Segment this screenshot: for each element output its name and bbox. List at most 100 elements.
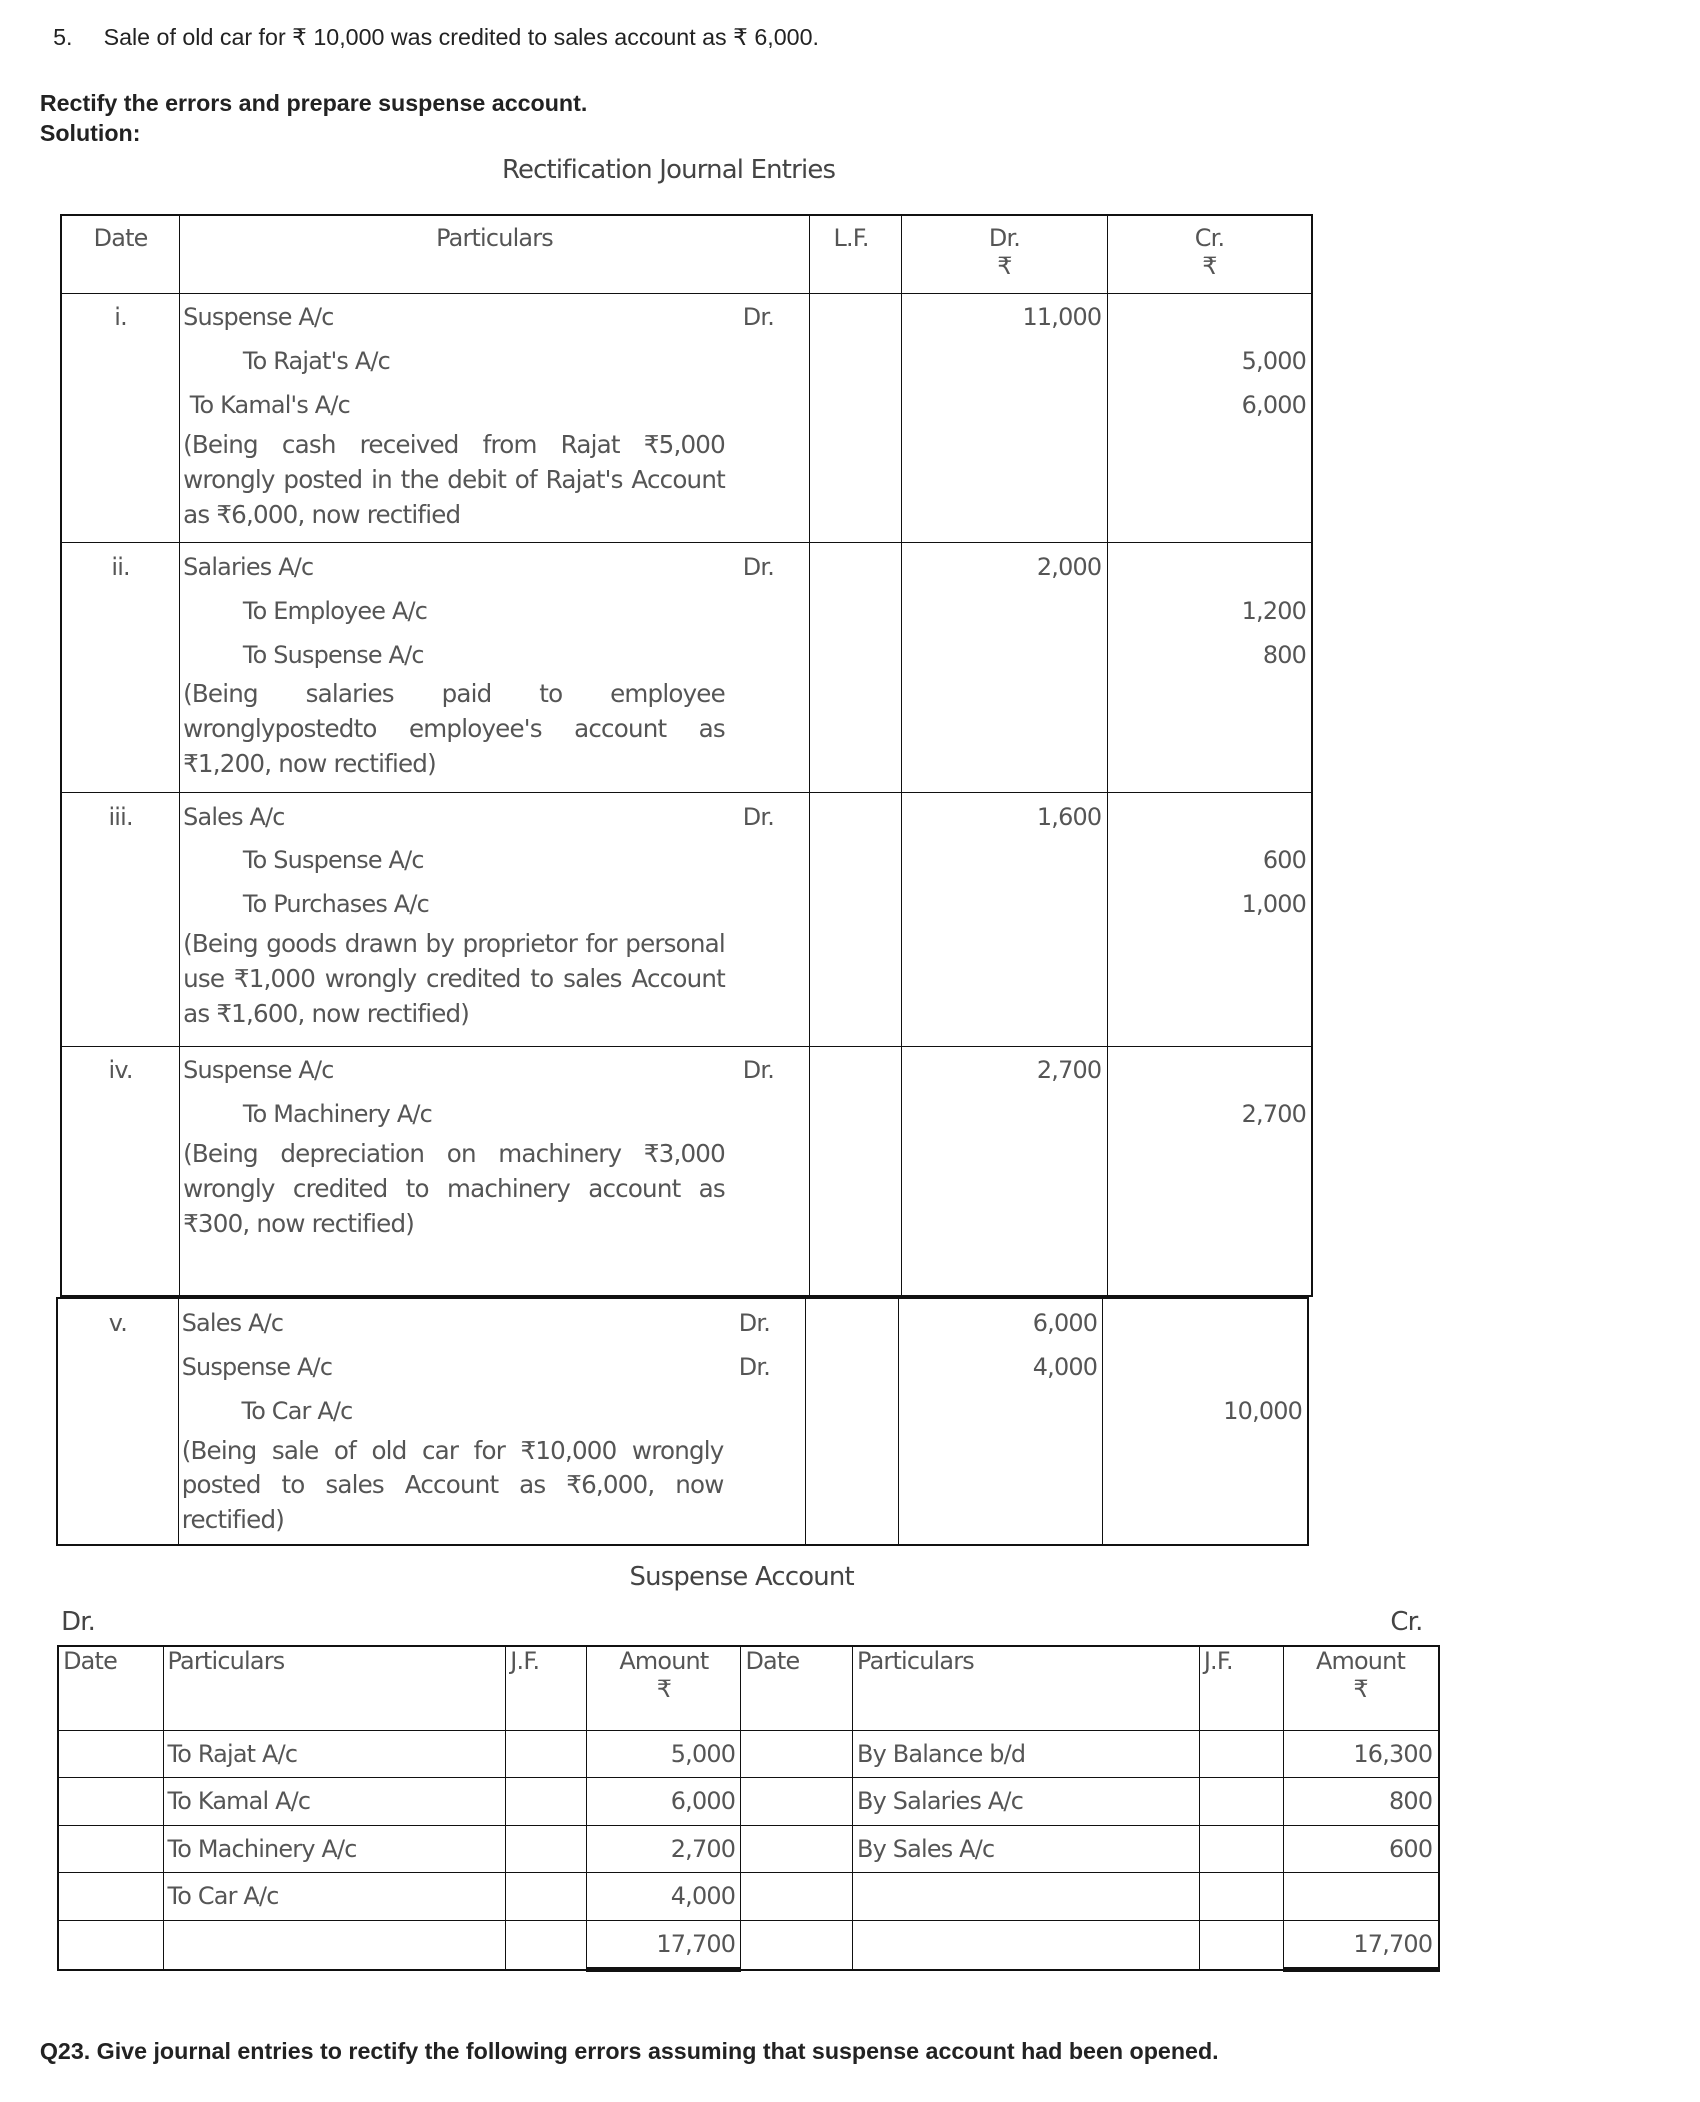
cr-date-cell (740, 1872, 854, 1921)
cr-date-cell (740, 1824, 854, 1874)
entry-number: v. (108, 1309, 128, 1338)
entry-number-cell: iii. (60, 791, 181, 1047)
dr-amount (902, 883, 1106, 927)
account-name: To Purchases A/c (242, 890, 430, 919)
dr-marker: Dr. (742, 303, 775, 332)
header-dr-amount: Amount ₹ (586, 1645, 742, 1731)
entry-number: i. (114, 303, 127, 332)
suspense-table: Date Particulars J.F. Amount ₹ Date Parti… (57, 1645, 1440, 1973)
suspense-total-row: 17,700 17,700 (57, 1919, 1440, 1973)
dr-marker: Dr. (738, 1309, 771, 1338)
cr-amount (1108, 796, 1312, 840)
dr-total: 17,700 (586, 1919, 742, 1973)
header-dr-label: Dr. (988, 223, 1021, 252)
cr-amount (1108, 296, 1312, 340)
dr-amount: 2,700 (586, 1824, 742, 1874)
cr-amount (1103, 1346, 1307, 1390)
entry-particulars-cell: Salaries A/c Dr. To Employee A/c To Suspens… (179, 542, 810, 793)
cr-amount: 6,000 (1241, 390, 1307, 419)
dr-amount (902, 634, 1106, 678)
account-name: Sales A/c (181, 1309, 284, 1338)
suspense-cr-label: Cr. (1390, 1606, 1423, 1637)
entry-number-cell: i. (60, 292, 181, 544)
entry-lf-cell (804, 1297, 900, 1546)
cr-amount: 800 (1262, 640, 1307, 669)
cr-date-cell (740, 1777, 854, 1826)
narration: (Being depreciation on machinery ₹3,000 … (183, 1138, 726, 1238)
header-cr-currency: ₹ (1202, 251, 1217, 280)
header-dr-particulars: Particulars (162, 1645, 507, 1731)
particulars-line: To Kamal's A/c (180, 384, 808, 428)
dr-amount (902, 1093, 1106, 1137)
account-name: Suspense A/c (183, 1056, 334, 1085)
dr-date-cell (57, 1824, 164, 1874)
dr-amount: 5,000 (586, 1729, 742, 1779)
dr-amount (899, 1390, 1102, 1434)
cr-amount (1108, 546, 1312, 590)
journal-entry-row: iv. Suspense A/c Dr. To Machinery A/c (Being… (60, 1045, 1313, 1297)
entry-particulars-cell: Suspense A/c Dr. To Rajat's A/c To Kamal's … (179, 292, 810, 544)
account-name: Suspense A/c (183, 303, 334, 332)
dr-amount (902, 384, 1106, 428)
question-item-text: Sale of old car for ₹ 10,000 was credite… (103, 23, 819, 50)
next-question: Q23. Give journal entries to rectify the… (39, 2038, 1219, 2065)
entry-dr-cell: 1,600 (901, 791, 1108, 1047)
header-dr-date: Date (57, 1645, 164, 1731)
account-name: To Rajat's A/c (242, 347, 391, 376)
particulars-line: Suspense A/c Dr. (180, 1049, 808, 1093)
suspense-title: Suspense Account (629, 1561, 854, 1592)
suspense-row: To Machinery A/c 2,700 By Sales A/c 600 (57, 1824, 1440, 1874)
journal-header-row: Date Particulars L.F. Dr. ₹ Cr. ₹ (60, 214, 1313, 294)
account-name: To Kamal's A/c (189, 390, 351, 419)
account-name: To Machinery A/c (242, 1100, 433, 1129)
dr-jf-cell (505, 1872, 588, 1921)
cr-particulars: By Sales A/c (852, 1824, 1200, 1874)
particulars-line: To Suspense A/c (180, 634, 808, 678)
header-cr-jf: J.F. (1198, 1645, 1284, 1731)
cr-amount: 600 (1282, 1824, 1440, 1874)
dr-amount (902, 839, 1106, 883)
entry-number-cell: ii. (60, 542, 181, 793)
cr-amount (1108, 1049, 1312, 1093)
header-particulars: Particulars (179, 214, 810, 294)
dr-particulars: To Rajat A/c (162, 1729, 507, 1779)
dr-amount: 6,000 (586, 1777, 742, 1826)
instruction: Rectify the errors and prepare suspense … (39, 90, 588, 117)
cr-particulars (852, 1872, 1200, 1921)
entry-dr-cell: 2,000 (901, 542, 1108, 793)
solution-label: Solution: (39, 119, 141, 146)
dr-date-cell (57, 1777, 164, 1826)
entry-lf-cell (808, 791, 903, 1047)
header-cr-particulars: Particulars (852, 1645, 1200, 1731)
entry-lf-cell (808, 1045, 903, 1297)
cr-date-cell (740, 1919, 854, 1971)
particulars-line: Sales A/c Dr. (180, 796, 808, 840)
narration: (Being cash received from Rajat ₹5,000 w… (183, 429, 726, 529)
cr-amount: 5,000 (1241, 347, 1307, 376)
particulars-line: Salaries A/c Dr. (180, 546, 808, 590)
cr-particulars-cell (852, 1919, 1200, 1971)
header-dr: Dr. ₹ (901, 214, 1108, 294)
particulars-line: Suspense A/c Dr. (180, 296, 808, 340)
dr-particulars: To Machinery A/c (162, 1824, 507, 1874)
account-name: To Suspense A/c (242, 846, 425, 875)
dr-amount: 2,700 (1036, 1056, 1102, 1085)
entry-cr-cell: 600 1,000 (1106, 791, 1313, 1047)
dr-amount (902, 340, 1106, 384)
narration: (Being salaries paid to employee wrongly… (183, 679, 726, 779)
journal-table-continued: v. Sales A/c Dr. Suspense A/c Dr. To Car A/c (… (55, 1297, 1310, 1547)
dr-jf-cell (505, 1824, 588, 1874)
dr-marker: Dr. (742, 552, 775, 581)
particulars-line: To Machinery A/c (180, 1093, 808, 1137)
narration: (Being goods drawn by proprietor for per… (183, 929, 726, 1028)
journal-title: Rectification Journal Entries (501, 155, 836, 186)
cr-amount: 1,200 (1241, 596, 1307, 625)
dr-jf-cell (505, 1919, 588, 1971)
particulars-line: To Rajat's A/c (180, 340, 808, 384)
journal-table: Date Particulars L.F. Dr. ₹ Cr. ₹ i. Suspen… (59, 213, 1314, 1297)
entry-dr-cell: 11,000 (901, 292, 1108, 544)
entry-number-cell: iv. (60, 1045, 181, 1297)
question-item-number: 5. (53, 23, 73, 50)
narration: (Being sale of old car for ₹10,000 wrong… (181, 1435, 725, 1535)
